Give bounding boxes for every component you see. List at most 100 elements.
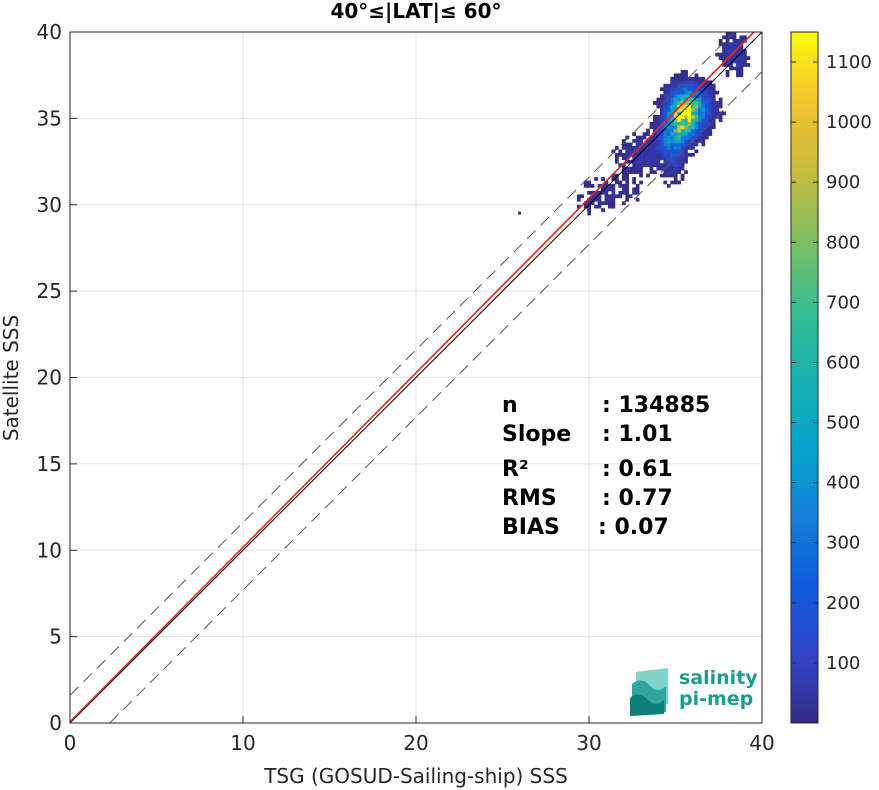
density-cell xyxy=(704,135,709,140)
density-cell xyxy=(694,149,699,154)
density-cell xyxy=(697,97,702,102)
density-cell xyxy=(677,139,681,143)
density-cell xyxy=(659,118,664,123)
density-cell xyxy=(659,156,664,161)
density-cell xyxy=(646,149,650,154)
density-cell xyxy=(694,80,699,85)
density-cell xyxy=(708,90,713,95)
density-cell xyxy=(739,38,744,43)
density-cell xyxy=(701,76,706,81)
density-cell xyxy=(704,101,709,105)
density-cell xyxy=(621,163,626,168)
density-cell xyxy=(722,35,726,40)
density-cell xyxy=(687,125,692,130)
density-cell xyxy=(708,108,713,112)
density-cell xyxy=(594,204,598,209)
density-cell xyxy=(711,87,716,92)
density-cell xyxy=(670,146,675,150)
density-cell xyxy=(604,201,609,206)
density-cell xyxy=(677,76,681,81)
density-cell xyxy=(677,108,681,112)
density-cell xyxy=(611,187,616,192)
density-cell xyxy=(736,66,740,71)
density-cell xyxy=(656,146,661,150)
density-cell xyxy=(711,101,716,105)
density-cell xyxy=(673,163,678,168)
density-cell xyxy=(611,149,616,154)
density-cell xyxy=(697,135,702,140)
density-cell xyxy=(659,87,664,92)
density-cell xyxy=(601,187,605,192)
density-cell xyxy=(653,156,657,161)
density-cell xyxy=(732,35,737,40)
density-cell xyxy=(725,52,730,57)
density-cell xyxy=(656,118,661,123)
density-cell xyxy=(653,139,657,143)
density-cell xyxy=(635,142,640,147)
density-cell xyxy=(711,108,716,112)
density-cell xyxy=(659,104,664,109)
y-tick-label: 30 xyxy=(37,193,62,217)
density-cell xyxy=(659,111,664,116)
density-cell xyxy=(697,114,702,119)
density-cell xyxy=(621,187,626,192)
density-cell xyxy=(659,166,664,171)
density-cells xyxy=(518,32,751,216)
density-cell xyxy=(736,63,740,67)
density-cell xyxy=(687,121,692,126)
density-cell xyxy=(711,90,716,95)
density-cell xyxy=(659,173,664,178)
density-cell xyxy=(704,87,709,92)
density-cell xyxy=(697,111,702,116)
density-cell xyxy=(670,104,675,109)
density-cell xyxy=(653,146,657,150)
density-cell xyxy=(597,201,602,206)
density-cell xyxy=(597,190,602,195)
density-cell xyxy=(694,125,699,130)
density-cell xyxy=(646,156,650,161)
density-cell xyxy=(680,87,685,92)
density-cell xyxy=(680,159,685,164)
density-cell xyxy=(635,197,640,202)
density-cell xyxy=(659,108,664,112)
density-cell xyxy=(666,101,671,105)
density-cell xyxy=(684,80,688,85)
x-axis-label: TSG (GOSUD-Sailing-ship) SSS xyxy=(263,764,568,788)
density-cell xyxy=(632,139,637,143)
density-cell xyxy=(642,156,647,161)
density-cell xyxy=(684,76,688,81)
logo-text-salinity: salinity xyxy=(679,667,758,689)
density-cell xyxy=(666,128,671,133)
density-cell xyxy=(663,135,668,140)
density-cell xyxy=(697,132,702,136)
density-cell xyxy=(736,49,740,54)
density-cell xyxy=(587,197,592,202)
density-cell xyxy=(642,163,647,168)
density-cell xyxy=(590,184,595,188)
density-cell xyxy=(663,111,668,116)
density-cell xyxy=(673,166,678,171)
density-cell xyxy=(708,97,713,102)
density-cell xyxy=(708,121,713,126)
salinity-pi-mep-logo: salinity pi-mep xyxy=(630,667,758,716)
density-cell xyxy=(684,87,688,92)
density-cell xyxy=(666,149,671,154)
density-cell xyxy=(601,190,605,195)
density-cell xyxy=(583,201,588,206)
density-cell xyxy=(680,135,685,140)
density-cell xyxy=(708,80,713,85)
density-cell xyxy=(708,104,713,109)
density-cell xyxy=(670,114,675,119)
density-cell xyxy=(587,211,592,216)
density-cell xyxy=(701,118,706,123)
density-cell xyxy=(608,194,612,199)
density-cell xyxy=(666,87,671,92)
density-cell xyxy=(677,121,681,126)
density-cell xyxy=(725,38,730,43)
density-cell xyxy=(673,132,678,136)
density-cell xyxy=(673,83,678,88)
density-cell xyxy=(687,139,692,143)
density-cell xyxy=(663,132,668,136)
density-cell xyxy=(684,121,688,126)
density-cell xyxy=(649,163,654,168)
